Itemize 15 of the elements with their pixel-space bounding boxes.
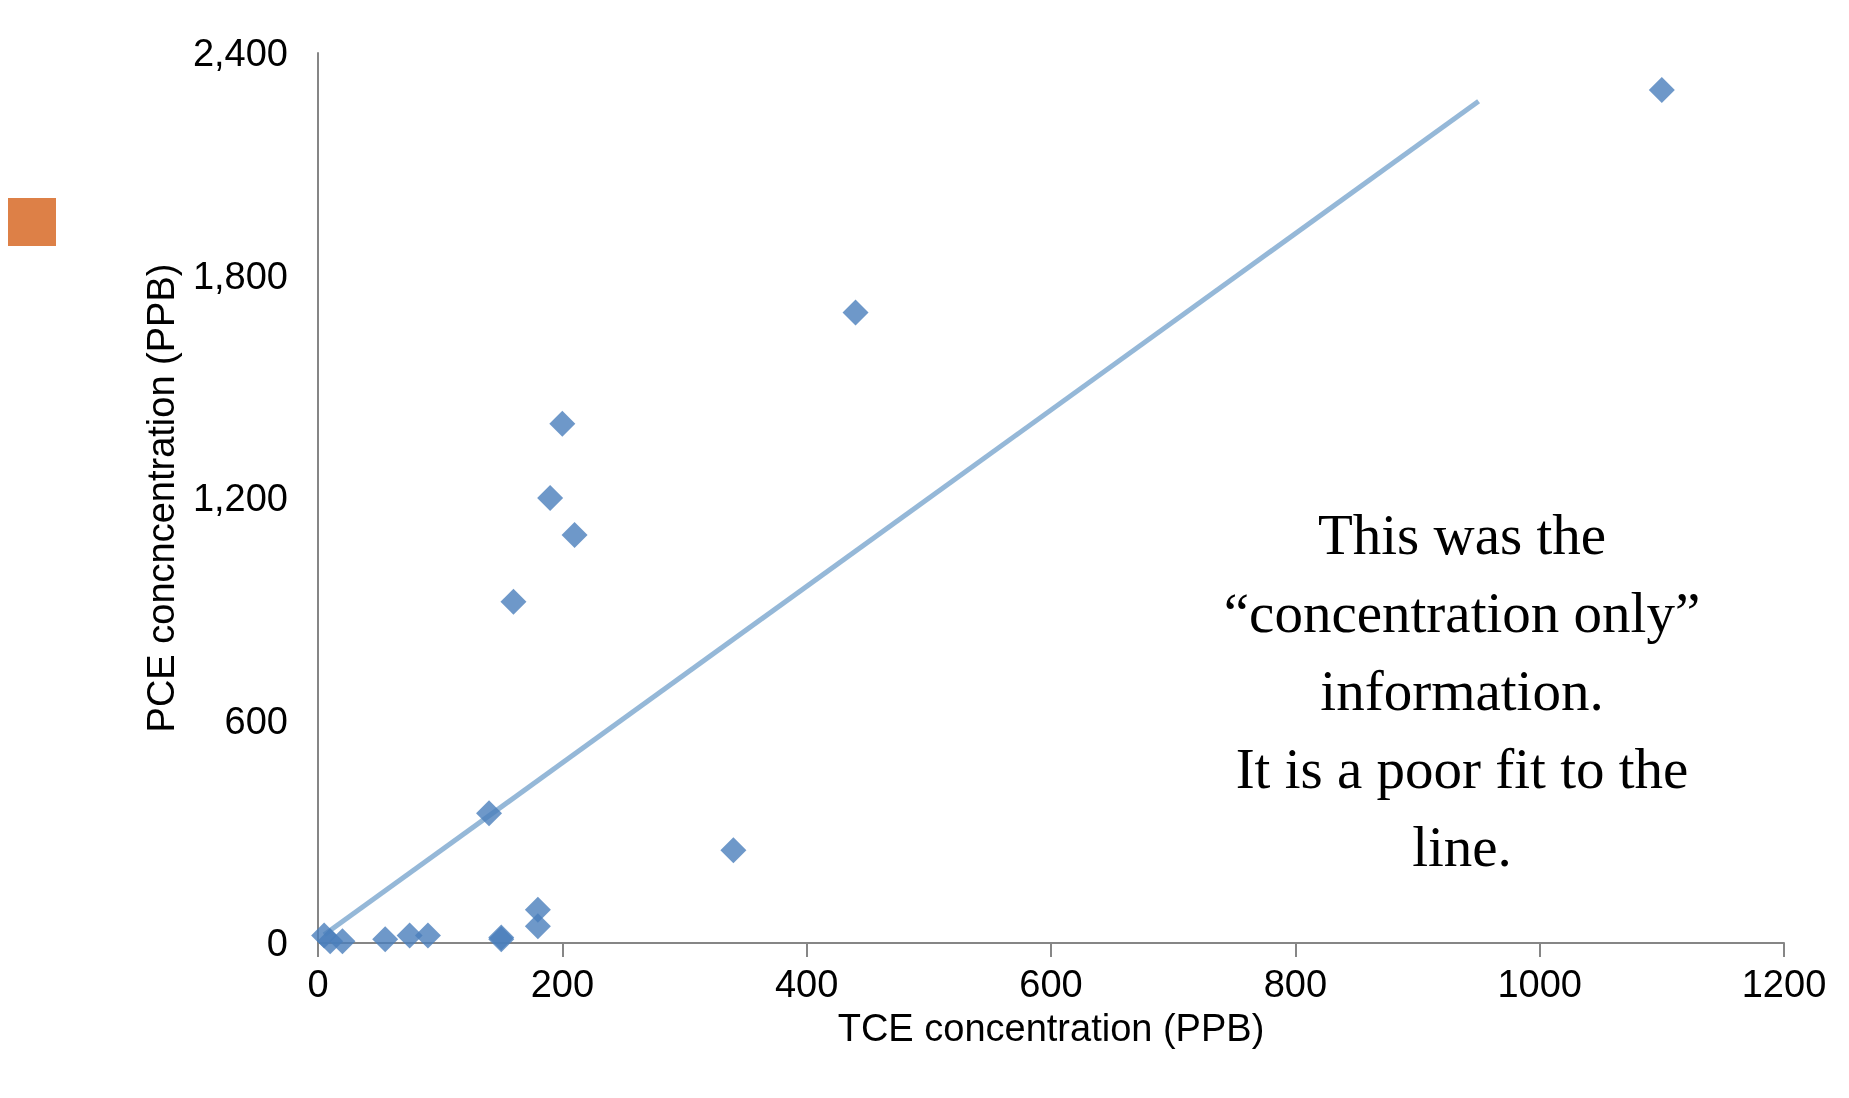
y-tick-label: 0 (266, 922, 288, 964)
y-tick-label: 600 (224, 699, 288, 742)
x-tick-label: 1000 (1497, 963, 1582, 1005)
y-tick-label: 1,800 (192, 254, 288, 297)
x-tick-label: 800 (1263, 963, 1328, 1005)
x-tick-label: 0 (307, 963, 329, 1005)
x-tick-label: 600 (1019, 963, 1083, 1005)
x-tick-label: 200 (530, 963, 595, 1005)
y-tick-label: 1,200 (192, 477, 288, 519)
x-tick-label: 1200 (1741, 963, 1827, 1005)
annotation: This was the “concentration only” information. It is a poor fit to the line. (1223, 502, 1701, 878)
y-axis-title: PCE concncentration (PPB) (140, 263, 182, 733)
y-tick-label: 2,400 (192, 32, 288, 74)
x-tick-label: 400 (774, 963, 839, 1005)
x-axis-title: TCE concentration (PPB) (837, 1007, 1265, 1049)
